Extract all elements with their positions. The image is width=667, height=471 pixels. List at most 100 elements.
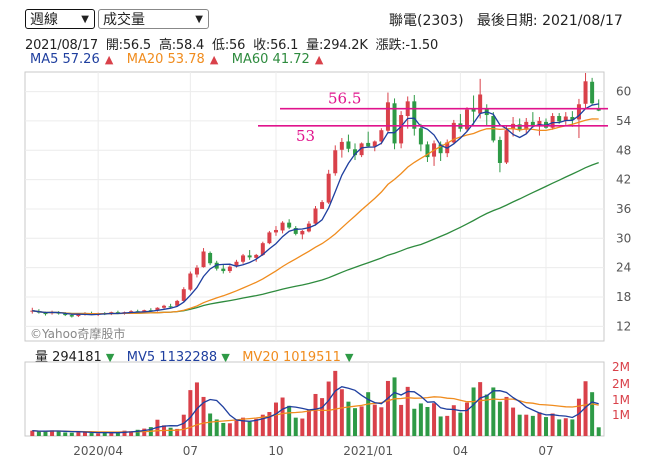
volume-bar [511, 407, 516, 436]
volume-bar [221, 422, 226, 436]
volume-bar [234, 420, 239, 436]
volume-bar [504, 396, 509, 436]
volume-bar [96, 433, 101, 436]
candle-body [471, 108, 476, 112]
volume-bar [241, 417, 246, 436]
volume-bar [353, 408, 358, 436]
latest-date: 2021/08/17 [542, 13, 623, 29]
volume-bar [69, 432, 74, 436]
volume-bar [142, 428, 147, 436]
volume-bar [379, 407, 384, 436]
candle-body [214, 262, 219, 269]
ma60-value: MA60 41.72 [231, 52, 310, 67]
volume-bar [102, 432, 107, 436]
x-tick-label: 07 [183, 444, 198, 458]
volume-bar [188, 390, 193, 436]
ohlc-close: 收:56.1 [253, 38, 299, 53]
candle-body [287, 222, 292, 228]
volume-legend: 量 294181 ▼ MV5 1132288 ▼ MV20 1019511 ▼ [35, 346, 354, 365]
indicator-select[interactable]: 成交量 ▼ [98, 9, 209, 29]
volume-bar [497, 401, 502, 436]
volume-bar [339, 389, 344, 436]
candle-body [313, 208, 318, 224]
volume-bar [445, 415, 450, 436]
mv20-value: MV20 1019511 [242, 350, 341, 365]
volume-bar [550, 413, 555, 436]
volume-bar [208, 413, 213, 436]
volume-bar [129, 431, 134, 436]
latest-date-label: 最後日期: [476, 13, 538, 29]
candle-body [418, 128, 423, 145]
candle-body [181, 289, 186, 301]
volume-bar [583, 381, 588, 436]
volume-bar [333, 370, 338, 436]
watermark: ©Yahoo奇摩股市 [30, 326, 125, 341]
candle-body [168, 306, 173, 308]
volume-bar [530, 415, 535, 436]
candle-body [280, 222, 285, 231]
candle-body [260, 243, 265, 255]
candle-body [201, 251, 206, 268]
candle-body [273, 229, 278, 233]
stock-name: 聯電(2303) [389, 13, 464, 29]
volume-bar [254, 418, 259, 436]
candle-body [267, 232, 272, 244]
volume-bar [458, 412, 463, 436]
annotation-label: 53 [296, 127, 315, 145]
volume-bar [385, 380, 390, 436]
volume-bar [135, 429, 140, 436]
ma20-value: MA20 53.78 [126, 52, 205, 67]
volume-bar [471, 387, 476, 436]
candle-body [254, 254, 259, 258]
candle-body [372, 141, 377, 147]
candle-body [504, 130, 509, 163]
volume-bar [115, 432, 120, 436]
volume-bar [63, 432, 68, 436]
ma-legend: MA5 57.26 ▲ MA20 53.78 ▲ MA60 41.72 ▲ [30, 52, 324, 67]
volume-bar [56, 430, 61, 436]
volume-bar [464, 402, 469, 436]
candle-body [379, 130, 384, 142]
volume-bar [43, 431, 48, 436]
candle-body [583, 81, 588, 104]
candle-body [247, 255, 252, 258]
volume-bar [247, 421, 252, 436]
candle-body [497, 139, 502, 163]
volume-bar [201, 396, 206, 436]
volume-bar [227, 423, 232, 436]
candle-body [188, 273, 193, 290]
candle-body [129, 311, 134, 313]
candle-body [221, 268, 226, 272]
ohlc-volume: 量:294.2K [306, 38, 368, 53]
candle-body [366, 142, 371, 147]
volume-bar [320, 398, 325, 436]
ma5-arrow: ▲ [104, 53, 114, 66]
price-tick-label: 12 [616, 319, 631, 333]
volume-bar [491, 387, 496, 436]
volume-bar [181, 414, 186, 436]
candle-body [320, 202, 325, 209]
period-select[interactable]: 週線 ▼ [25, 9, 95, 29]
ohlc-date: 2021/08/17 [25, 38, 98, 53]
candle-body [115, 312, 120, 314]
period-select-value: 週線 [30, 12, 58, 28]
candle-body [563, 116, 568, 121]
mv20-arrow: ▼ [345, 351, 354, 364]
volume-bar [405, 386, 410, 436]
candle-body [339, 141, 344, 150]
candle-body [385, 102, 390, 131]
volume-bar [432, 403, 437, 436]
volume-tick-label: 2M [612, 377, 630, 391]
candle-body [596, 108, 601, 111]
volume-bar [280, 397, 285, 436]
volume-bar [563, 418, 568, 436]
x-tick-label: 2021/01 [343, 444, 393, 458]
volume-bar [122, 430, 127, 436]
candle-body [326, 173, 331, 203]
candle-body [399, 115, 404, 144]
volume-bar [359, 406, 364, 436]
candle-body [76, 314, 81, 317]
indicator-select-value: 成交量 [103, 12, 145, 28]
candle-body [537, 120, 542, 127]
